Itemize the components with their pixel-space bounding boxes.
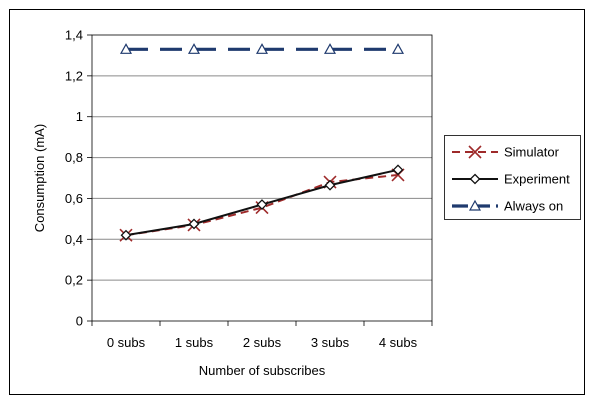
- legend-label: Always on: [504, 199, 563, 214]
- series-always-on: [119, 43, 405, 54]
- legend-marker: [469, 173, 481, 185]
- legend-item: Experiment: [452, 172, 570, 187]
- x-axis-label: Number of subscribes: [199, 363, 326, 378]
- data-point: [324, 179, 336, 191]
- legend-label: Simulator: [504, 145, 560, 160]
- x-tick-label: 1 subs: [175, 335, 214, 350]
- legend: Simulator Experiment Always on: [444, 135, 581, 220]
- x-tick-label: 4 subs: [379, 335, 418, 350]
- y-tick-label: 1: [76, 109, 83, 124]
- y-tick-label: 1,4: [65, 28, 83, 43]
- marker-stroke: [468, 145, 482, 159]
- y-tick-label: 0,2: [65, 273, 83, 288]
- data-point: [187, 43, 201, 54]
- legend-item: Always on: [452, 199, 563, 214]
- data-point: [392, 164, 404, 176]
- y-tick-label: 1,2: [65, 68, 83, 83]
- y-tick-label: 0,6: [65, 191, 83, 206]
- plot-area: [91, 34, 433, 322]
- data-point: [119, 43, 133, 54]
- legend-label: Experiment: [504, 172, 570, 187]
- legend-item: Simulator: [452, 145, 560, 160]
- data-point: [391, 43, 405, 54]
- series-experiment: [120, 164, 404, 241]
- data-point: [255, 43, 269, 54]
- y-tick-label: 0,8: [65, 150, 83, 165]
- data-point: [256, 199, 268, 210]
- data-point: [120, 229, 132, 241]
- y-axis-label: Consumption (mA): [32, 124, 47, 232]
- y-tick-label: 0: [76, 314, 83, 329]
- data-point: [188, 218, 200, 230]
- data-point: [323, 43, 337, 54]
- y-tick-label: 0,4: [65, 232, 83, 247]
- x-tick-label: 2 subs: [243, 335, 282, 350]
- x-tick-label: 0 subs: [107, 335, 146, 350]
- legend-marker: [468, 199, 482, 211]
- x-tick-label: 3 subs: [311, 335, 350, 350]
- legend-marker: [468, 145, 482, 159]
